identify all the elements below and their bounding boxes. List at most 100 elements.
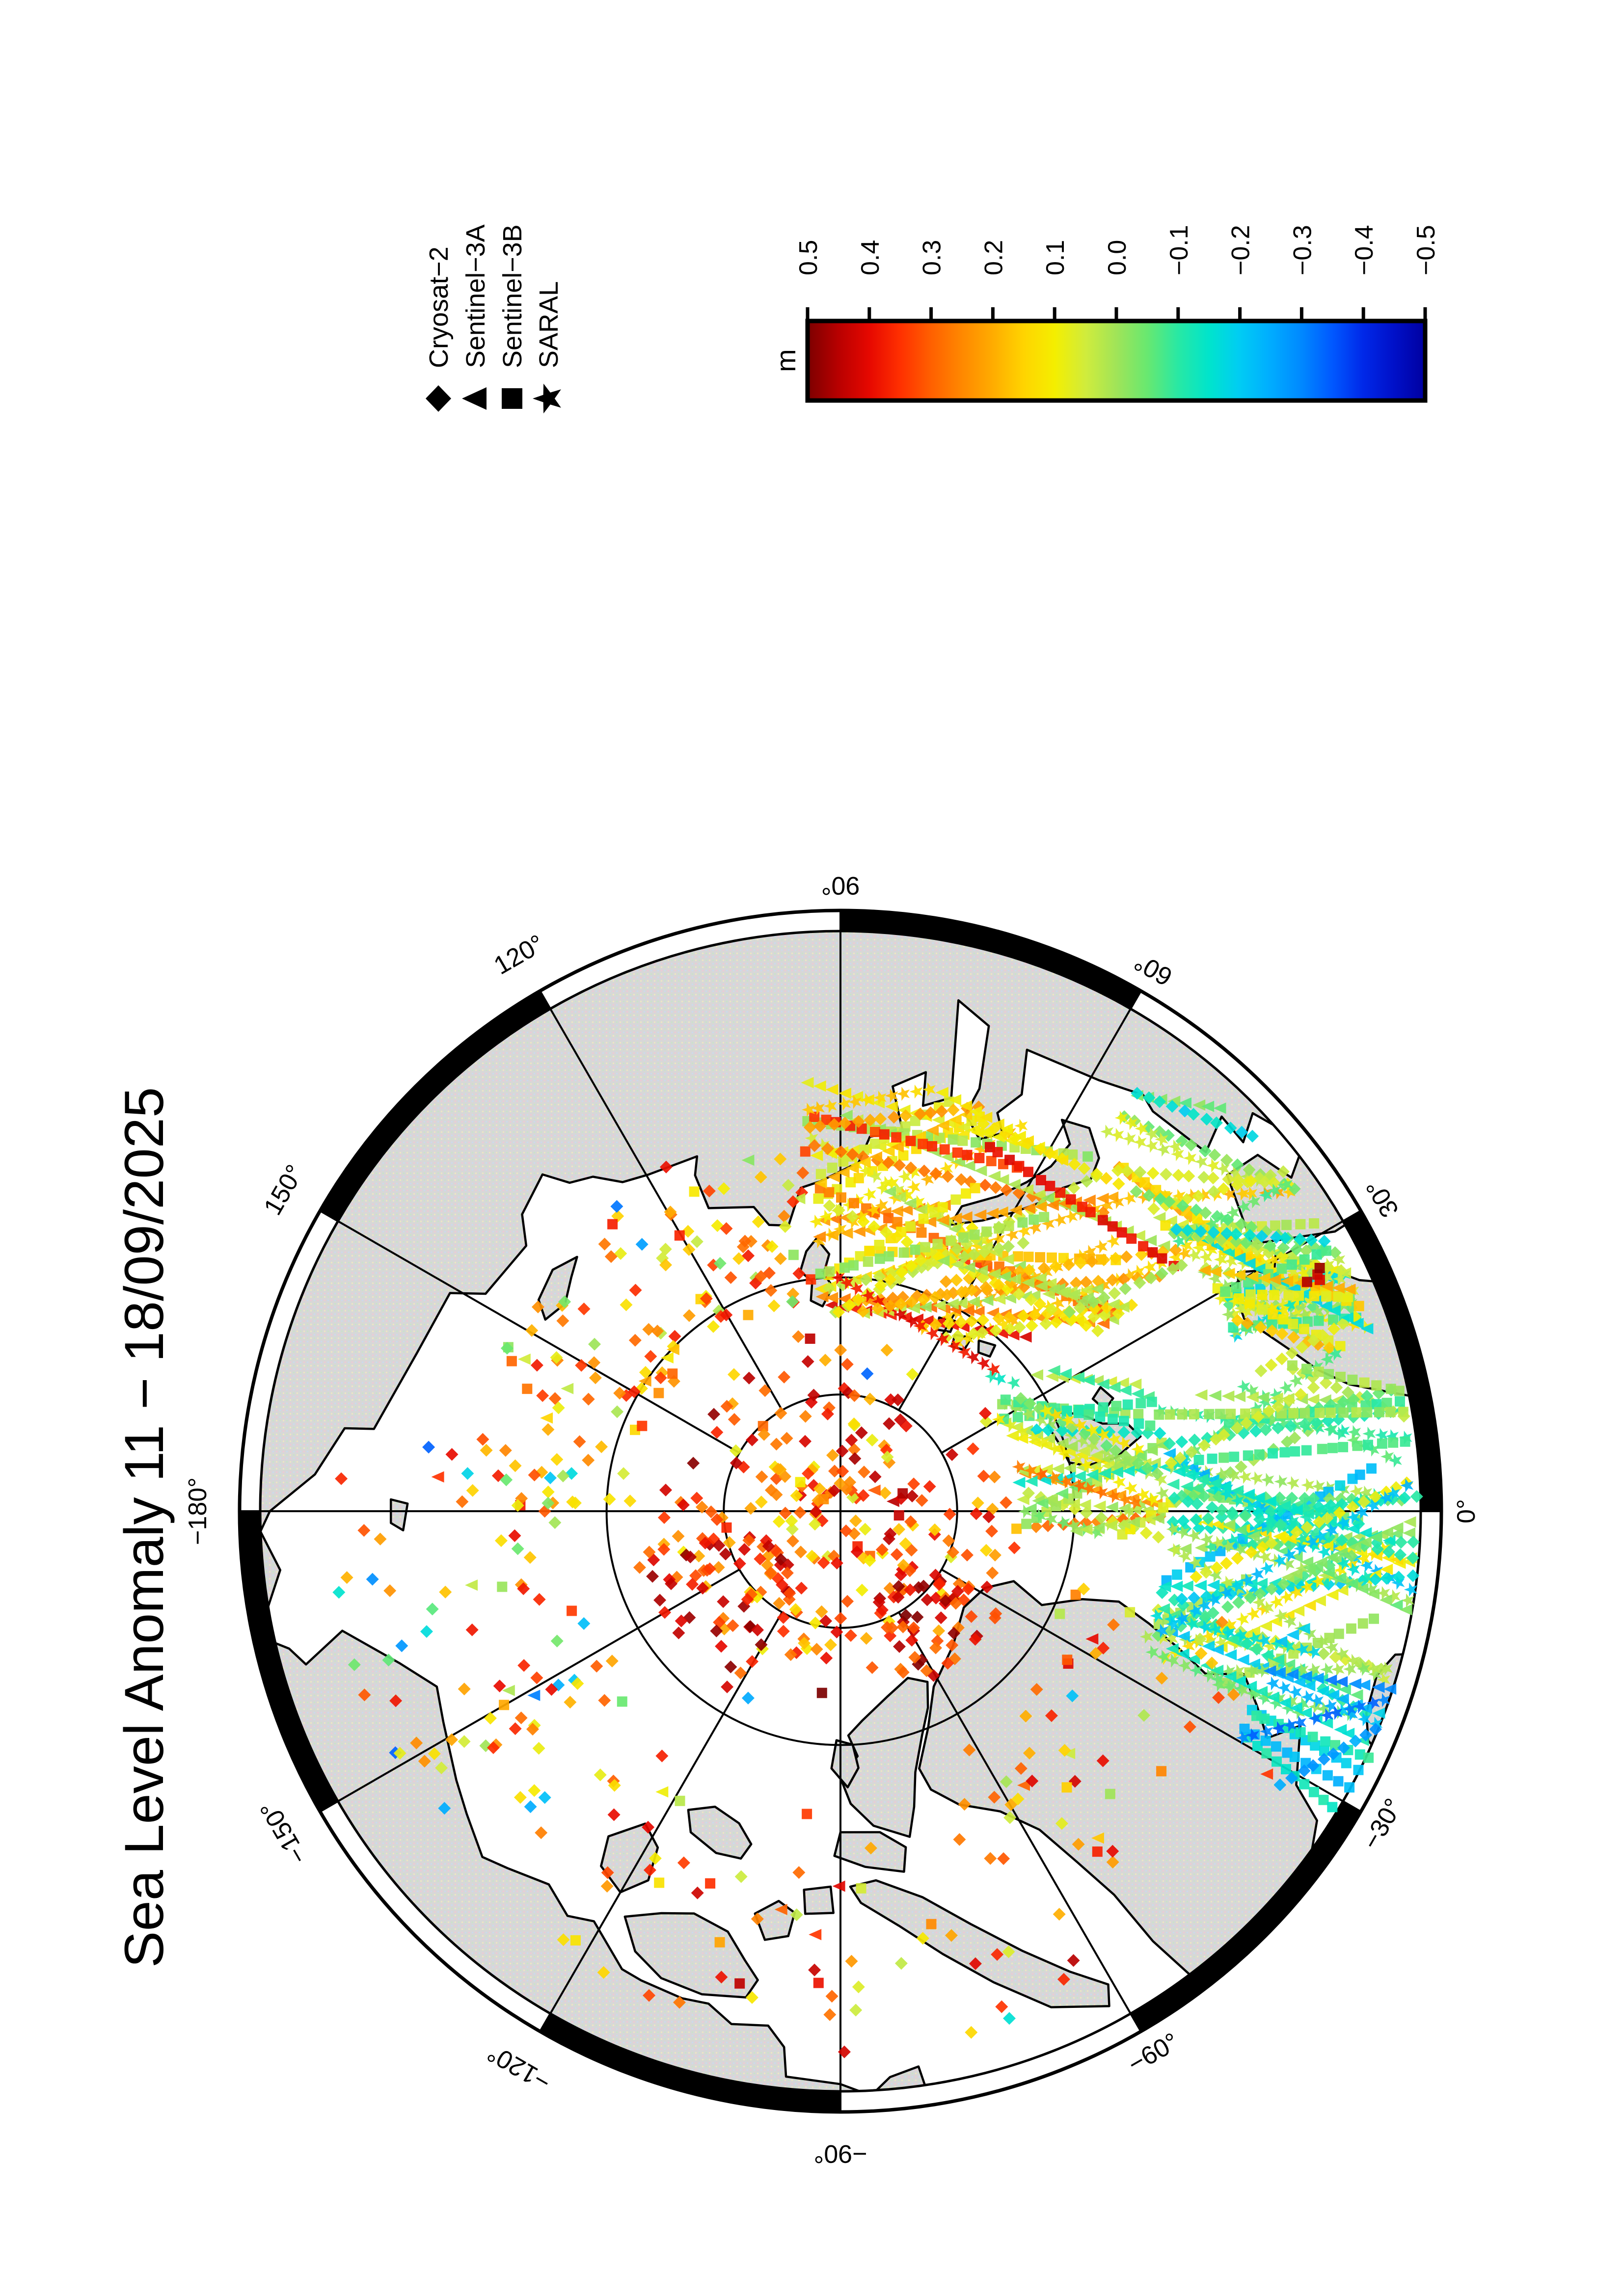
data-point-diamond (896, 1666, 910, 1679)
data-point-diamond (715, 1971, 728, 1984)
page-title: Sea Level Anomaly 11 − 18/09/2025 (113, 1087, 175, 1968)
data-point-star (1400, 1478, 1414, 1493)
data-point-star (1286, 1476, 1299, 1491)
data-point-square (1207, 1453, 1217, 1464)
data-point-star (893, 1307, 907, 1322)
data-point-triangle (969, 1106, 982, 1118)
data-point-square (920, 1242, 931, 1253)
data-point-diamond (899, 1537, 912, 1550)
data-point-diamond (422, 1441, 435, 1454)
data-point-star (993, 1371, 1006, 1386)
data-point-star (1357, 1712, 1371, 1727)
frame-ring-sector (1131, 990, 1361, 1221)
data-point-diamond (741, 1691, 755, 1705)
data-point-diamond (886, 1621, 898, 1634)
data-point-square (1145, 1420, 1156, 1431)
data-point-square (1223, 1417, 1234, 1428)
data-point-square (891, 1132, 902, 1143)
data-point-star (1284, 1694, 1298, 1709)
data-point-diamond (988, 1548, 1001, 1562)
data-point-star (1386, 1486, 1400, 1500)
colorbar-tick-label: 0.3 (918, 240, 947, 275)
data-point-diamond (1134, 1166, 1147, 1179)
data-point-star (1337, 1516, 1351, 1530)
legend-label-sentinel3a: Sentinel−3A (461, 224, 490, 368)
data-point-diamond (577, 1302, 591, 1315)
data-point-diamond (765, 1240, 779, 1253)
meridian-line (337, 1220, 740, 1454)
data-point-triangle (1180, 1580, 1193, 1592)
data-point-diamond (744, 1502, 757, 1515)
data-point-diamond (1181, 1224, 1194, 1237)
data-point-triangle (873, 1141, 887, 1152)
data-point-diamond (623, 1495, 637, 1508)
data-point-diamond (607, 1808, 621, 1821)
data-point-triangle (1403, 1516, 1416, 1528)
data-point-square (1108, 1414, 1118, 1424)
data-point-diamond (940, 1275, 952, 1288)
data-point-diamond (720, 1400, 733, 1413)
data-point-square (1281, 1220, 1292, 1230)
frame-ring-sector (320, 1801, 550, 2032)
colorbar-tick-label: 0.1 (1041, 240, 1070, 275)
data-point-triangle (1055, 1438, 1069, 1449)
data-point-diamond (700, 1292, 713, 1305)
data-point-triangle (1117, 1518, 1131, 1529)
data-point-square (1366, 1463, 1377, 1474)
data-point-star (1283, 1614, 1297, 1629)
data-point-diamond (917, 1579, 930, 1593)
data-point-square (1299, 1254, 1310, 1265)
data-point-triangle (1334, 1724, 1347, 1735)
data-point-diamond (550, 1634, 564, 1648)
data-point-diamond (1175, 1435, 1189, 1448)
data-point-star (1164, 1631, 1178, 1646)
data-point-star (1003, 1418, 1017, 1433)
data-point-star (997, 1317, 1010, 1332)
data-point-square (905, 1221, 916, 1232)
data-point-triangle (1194, 1580, 1207, 1591)
landmass-alaska_canada (261, 1629, 938, 2091)
data-point-diamond (907, 1477, 920, 1491)
data-point-square (1118, 1415, 1129, 1426)
data-point-square (1327, 1802, 1338, 1813)
data-point-square (1333, 1629, 1344, 1639)
data-point-star (1033, 1413, 1047, 1427)
data-point-diamond (691, 1886, 704, 1899)
data-point-square (961, 1188, 972, 1199)
data-point-star (1311, 1304, 1325, 1319)
data-point-diamond (1198, 1145, 1212, 1158)
data-point-diamond (846, 1148, 859, 1161)
data-point-square (910, 1116, 920, 1126)
data-point-diamond (1087, 1310, 1101, 1324)
data-point-diamond (1360, 1389, 1374, 1403)
data-point-triangle (1208, 1390, 1221, 1401)
data-point-diamond (1199, 1566, 1213, 1579)
data-point-triangle (1151, 1513, 1164, 1524)
data-point-star (1368, 1667, 1381, 1682)
data-point-star (1251, 1505, 1265, 1520)
data-point-square (1335, 1341, 1346, 1352)
data-point-diamond (905, 1633, 919, 1647)
data-point-star (1119, 1455, 1133, 1469)
data-point-star (1028, 1270, 1042, 1284)
data-point-diamond (1014, 1392, 1028, 1405)
data-point-diamond (611, 1405, 624, 1418)
data-point-diamond (1144, 1271, 1158, 1284)
data-point-diamond (1231, 1552, 1244, 1565)
data-point-star (1228, 1416, 1242, 1430)
data-point-square (821, 1115, 832, 1125)
data-point-star (840, 1276, 854, 1290)
data-point-diamond (874, 1279, 888, 1292)
data-point-diamond (1045, 1709, 1058, 1722)
data-point-diamond (860, 1632, 873, 1645)
data-point-square (1185, 1562, 1196, 1573)
data-point-square (1154, 1409, 1164, 1420)
data-point-diamond (395, 1639, 408, 1653)
data-point-square (1268, 1448, 1278, 1459)
data-point-diamond (1130, 1185, 1143, 1198)
data-point-square (1270, 1220, 1281, 1231)
data-point-diamond (494, 1534, 508, 1547)
data-point-diamond (1023, 1746, 1036, 1760)
data-point-star (1205, 1217, 1218, 1231)
data-point-star (1219, 1585, 1233, 1600)
